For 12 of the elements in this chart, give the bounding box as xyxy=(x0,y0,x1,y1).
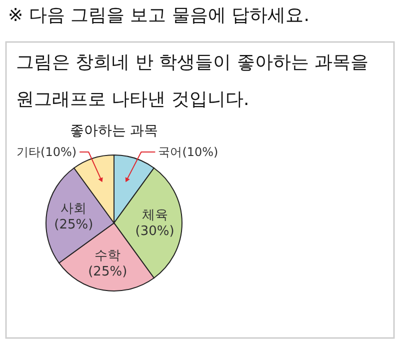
text: 그림은 창희네 반 학생들이 좋아하는 과목을 xyxy=(16,52,369,73)
text: 원그래프로 나타낸 것입니다. xyxy=(16,89,250,110)
data-label: (25%) xyxy=(88,264,128,280)
slice-label: 국어(10%) xyxy=(158,145,218,159)
data-label: (25%) xyxy=(54,218,94,233)
data-label: (30%) xyxy=(135,224,174,239)
slice-label: 수학 xyxy=(94,248,121,264)
text: ※ 다음 그림을 보고 물음에 답하세요. xyxy=(8,5,310,26)
slice-label: 체육 xyxy=(142,208,168,223)
slice-label: 사회 xyxy=(60,202,87,217)
chart-title: 좋아하는 과목 xyxy=(70,123,158,139)
slice-label: 기타(10%) xyxy=(16,145,77,159)
